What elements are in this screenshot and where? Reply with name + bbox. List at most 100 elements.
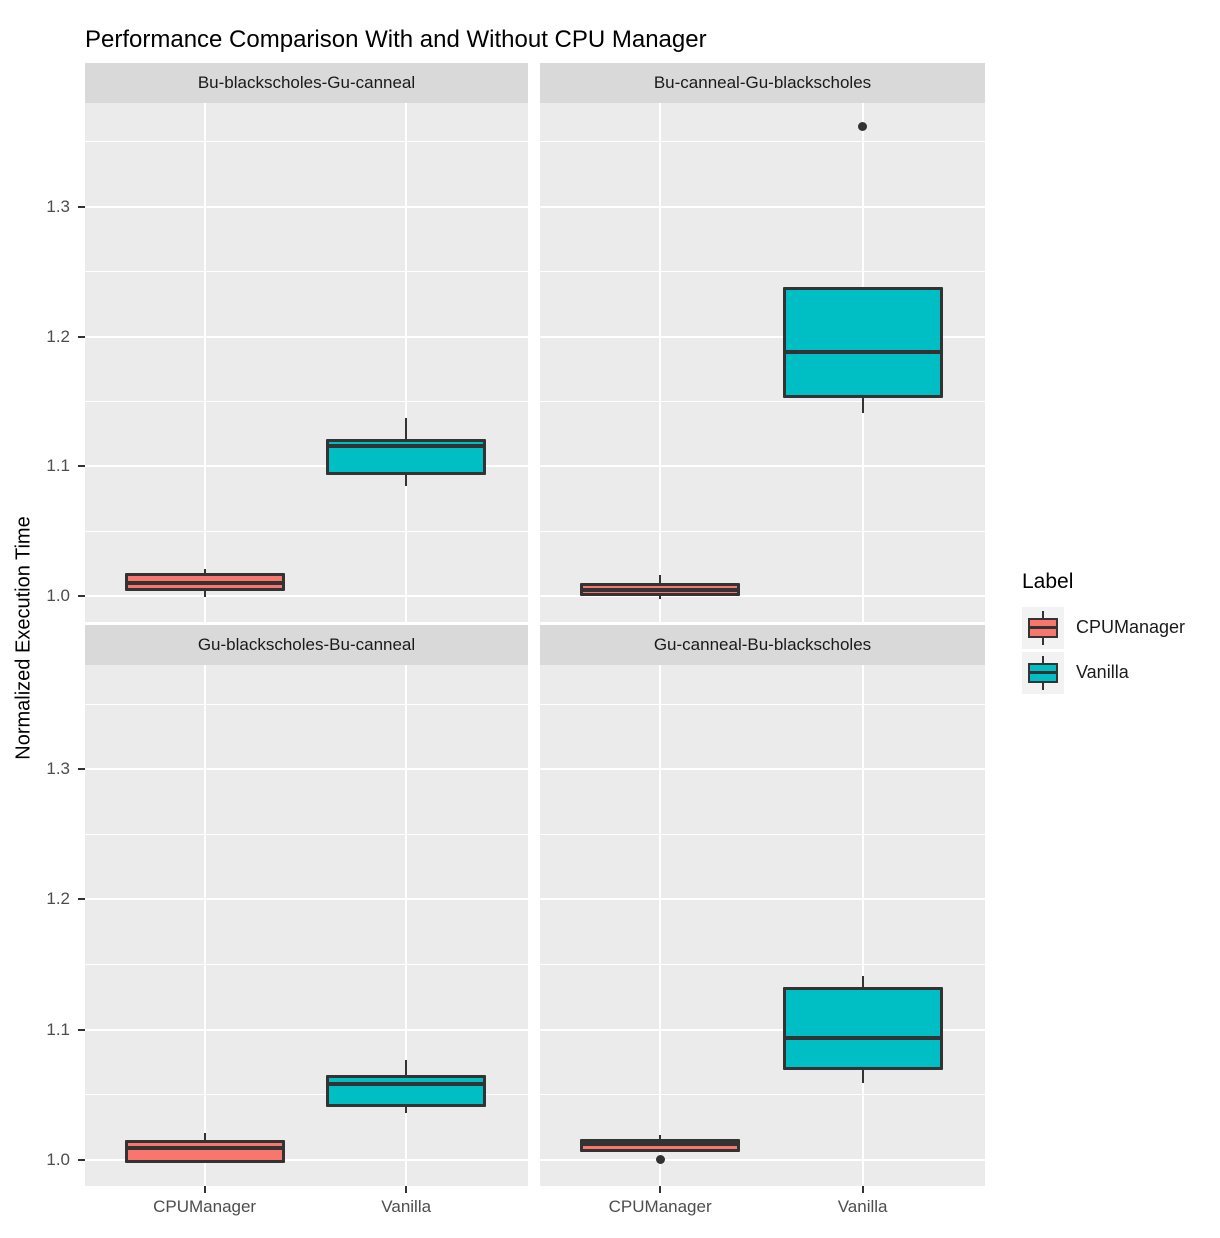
boxplot-median <box>782 1035 943 1040</box>
y-axis-tick <box>78 465 85 468</box>
gridline-horizontal-minor <box>85 703 528 705</box>
gridline-horizontal-minor <box>540 1094 985 1096</box>
gridline-horizontal-minor <box>85 530 528 532</box>
y-axis-tick <box>78 595 85 598</box>
gridline-horizontal-minor <box>85 964 528 966</box>
facet-strip: Gu-blackscholes-Bu-canneal <box>85 625 528 665</box>
gridline-horizontal-major <box>540 898 985 901</box>
x-axis-left-column: CPUManager Vanilla <box>85 1186 528 1226</box>
facet-strip: Bu-blackscholes-Gu-canneal <box>85 63 528 103</box>
gridline-horizontal-major <box>85 898 528 901</box>
gridline-horizontal-major <box>540 768 985 771</box>
facet-panel <box>85 103 528 622</box>
gridline-horizontal-major <box>85 768 528 771</box>
x-tick-label: CPUManager <box>153 1197 257 1216</box>
y-axis-top-row: 1.0 1.1 1.2 1.3 <box>36 103 85 622</box>
legend: Label CPUManager Vanilla <box>1022 570 1220 696</box>
boxplot-median <box>782 350 943 355</box>
y-axis-tick <box>78 898 85 901</box>
gridline-vertical-major <box>659 103 662 622</box>
y-axis-bottom-row: 1.0 1.1 1.2 1.3 <box>36 665 85 1186</box>
y-tick-label: 1.3 <box>46 196 70 216</box>
key-median-line <box>1028 670 1058 674</box>
x-tick-label: CPUManager <box>608 1197 712 1216</box>
y-axis-title: Normalized Execution Time <box>12 516 35 760</box>
gridline-horizontal-minor <box>540 964 985 966</box>
gridline-horizontal-major <box>540 465 985 468</box>
gridline-horizontal-major <box>85 335 528 338</box>
facet-strip: Bu-canneal-Gu-blackscholes <box>540 63 985 103</box>
gridline-horizontal-minor <box>540 530 985 532</box>
gridline-horizontal-major <box>85 1158 528 1161</box>
facet-strip: Gu-canneal-Bu-blackscholes <box>540 625 985 665</box>
gridline-horizontal-minor <box>540 703 985 705</box>
gridline-horizontal-major <box>540 1158 985 1161</box>
x-axis-tick <box>659 1186 662 1193</box>
gridline-horizontal-minor <box>85 141 528 143</box>
y-axis-tick <box>78 1158 85 1161</box>
gridline-horizontal-major <box>85 205 528 208</box>
boxplot-box-cpumanager <box>124 1140 285 1163</box>
y-tick-label: 1.1 <box>46 456 70 476</box>
gridline-horizontal-minor <box>540 141 985 143</box>
gridline-horizontal-minor <box>540 271 985 273</box>
x-tick-label: Vanilla <box>837 1197 888 1216</box>
y-tick-label: 1.2 <box>46 889 70 909</box>
legend-item-vanilla: Vanilla <box>1022 651 1220 694</box>
gridline-horizontal-major <box>540 595 985 598</box>
facet-strip-label: Gu-blackscholes-Bu-canneal <box>197 635 416 654</box>
gridline-vertical-major <box>203 103 206 622</box>
boxplot-median <box>124 1146 285 1151</box>
legend-label: Vanilla <box>1076 662 1129 682</box>
gridline-vertical-major <box>203 665 206 1186</box>
boxplot-median <box>580 587 741 592</box>
boxplot-median <box>326 443 487 448</box>
facet-panel <box>540 103 985 622</box>
y-tick-label: 1.3 <box>46 759 70 779</box>
gridline-horizontal-minor <box>85 271 528 273</box>
y-tick-label: 1.0 <box>46 586 70 606</box>
boxplot-box-vanilla <box>326 1075 487 1107</box>
outlier-point <box>655 1155 665 1165</box>
gridline-vertical-major <box>861 665 864 1186</box>
y-axis-tick <box>78 335 85 338</box>
facet-panel <box>540 665 985 1186</box>
gridline-horizontal-minor <box>85 1094 528 1096</box>
gridline-horizontal-major <box>85 1028 528 1031</box>
key-median-line <box>1028 625 1058 629</box>
boxplot-key-icon <box>1022 606 1064 649</box>
x-axis-tick <box>405 1186 408 1193</box>
legend-label: CPUManager <box>1076 617 1186 637</box>
gridline-horizontal-major <box>540 1028 985 1031</box>
x-tick-label: Vanilla <box>381 1197 432 1216</box>
y-axis-tick <box>78 205 85 208</box>
facet-panel <box>85 665 528 1186</box>
facet-strip-label: Bu-blackscholes-Gu-canneal <box>197 73 416 92</box>
gridline-horizontal-minor <box>540 833 985 835</box>
boxplot-box-vanilla <box>782 986 943 1071</box>
gridline-horizontal-minor <box>540 400 985 402</box>
gridline-vertical-major <box>405 665 408 1186</box>
legend-title: Label <box>1022 570 1074 593</box>
legend-item-cpumanager: CPUManager <box>1022 606 1220 649</box>
facet-strip-label: Bu-canneal-Gu-blackscholes <box>653 73 872 92</box>
outlier-point <box>858 121 868 131</box>
boxplot-median <box>326 1082 487 1087</box>
gridline-horizontal-minor <box>85 833 528 835</box>
y-axis-tick <box>78 768 85 771</box>
gridline-horizontal-major <box>540 205 985 208</box>
y-tick-label: 1.2 <box>46 326 70 346</box>
y-axis-tick <box>78 1028 85 1031</box>
x-axis-tick <box>861 1186 864 1193</box>
chart-title: Performance Comparison With and Without … <box>85 26 707 53</box>
boxplot-key-icon <box>1022 651 1064 694</box>
x-axis-tick <box>203 1186 206 1193</box>
facet-strip-label: Gu-canneal-Bu-blackscholes <box>653 635 872 654</box>
gridline-horizontal-major <box>85 465 528 468</box>
y-tick-label: 1.1 <box>46 1019 70 1039</box>
gridline-horizontal-major <box>540 335 985 338</box>
boxplot-median <box>580 1142 741 1147</box>
gridline-vertical-major <box>659 665 662 1186</box>
gridline-horizontal-minor <box>85 400 528 402</box>
